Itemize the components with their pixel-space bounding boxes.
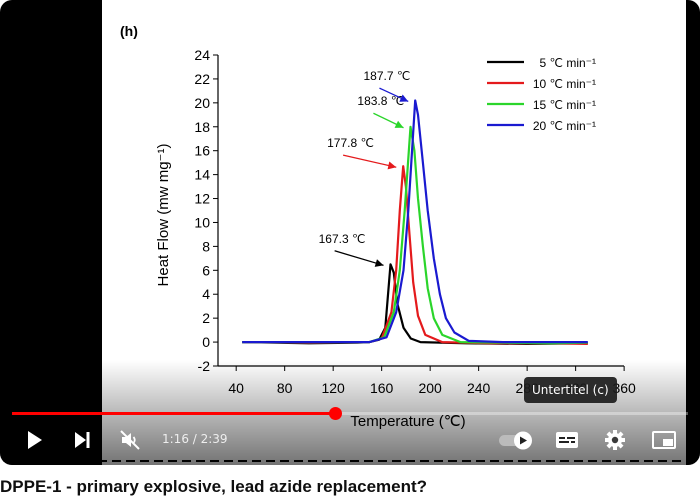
peak-annotation-arrow — [342, 154, 397, 168]
chart-legend: 5 ℃ min⁻¹ 10 ℃ min⁻¹ 15 ℃ min⁻¹ 20 ℃ min⁻¹ — [487, 56, 596, 133]
play-button[interactable] — [16, 424, 52, 456]
miniplayer-button[interactable] — [646, 424, 682, 456]
next-icon — [75, 432, 90, 448]
play-icon — [28, 431, 42, 449]
y-tick-label: 8 — [202, 238, 210, 254]
peak-annotation-label: 183.8 ℃ — [357, 94, 404, 108]
y-tick-label: 12 — [194, 191, 210, 207]
settings-button[interactable] — [598, 424, 632, 456]
peak-annotation-label: 167.3 ℃ — [319, 232, 366, 246]
x-axis-label: Temperature (℃) — [350, 413, 465, 430]
y-tick-label: 16 — [194, 143, 210, 159]
progress-scrubber[interactable] — [329, 407, 343, 420]
gear-icon — [605, 430, 625, 450]
x-tick-label: 160 — [370, 380, 394, 396]
x-tick-label: 120 — [321, 380, 345, 396]
legend-label: 5 ℃ min⁻¹ — [540, 56, 596, 70]
y-tick-label: 20 — [194, 95, 210, 111]
panel-label: (h) — [120, 23, 138, 39]
y-tick-label: 24 — [194, 47, 210, 63]
video-player[interactable]: (h) -2 0 2 4 6 8 10 12 14 16 18 20 22 24 40 80 120 160 200… — [0, 0, 700, 465]
subtitles-button[interactable] — [550, 426, 584, 454]
peak-annotation-arrow — [334, 250, 384, 266]
progress-played — [12, 412, 336, 415]
y-tick-label: 0 — [202, 334, 210, 350]
peak-annotation-arrowhead — [394, 120, 404, 128]
frame-bottom-dashed-border — [0, 460, 700, 462]
y-tick-label: 18 — [194, 119, 210, 135]
volume-muted-icon — [120, 430, 140, 450]
x-tick-label: 80 — [277, 380, 293, 396]
video-title[interactable]: DPPE-1 - primary explosive, lead azide r… — [0, 477, 428, 496]
peak-annotation-arrowhead — [374, 259, 384, 267]
series-line-4 — [242, 99, 588, 344]
subtitles-icon — [556, 432, 578, 448]
autoplay-toggle-icon — [499, 431, 532, 450]
y-tick-label: 2 — [202, 310, 210, 326]
y-tick-label: 6 — [202, 262, 210, 278]
next-button[interactable] — [64, 424, 100, 456]
x-tick-label: 200 — [418, 380, 442, 396]
autoplay-toggle[interactable] — [498, 428, 536, 452]
miniplayer-icon — [652, 431, 676, 449]
frame-left-dashed-border — [100, 0, 102, 465]
y-tick-label: 10 — [194, 214, 210, 230]
y-tick-label: 14 — [194, 167, 210, 183]
x-tick-label: 240 — [467, 380, 491, 396]
y-tick-label: 22 — [194, 71, 210, 87]
peak-annotation-label: 177.8 ℃ — [327, 136, 374, 150]
frame-right-dashed-border — [686, 0, 688, 465]
peak-annotation-arrowhead — [387, 161, 397, 170]
legend-label: 20 ℃ min⁻¹ — [533, 119, 596, 133]
legend-label: 15 ℃ min⁻¹ — [533, 98, 596, 112]
y-tick-label: 4 — [202, 286, 210, 302]
progress-bar[interactable] — [12, 407, 688, 420]
legend-label: 10 ℃ min⁻¹ — [533, 77, 596, 91]
chart-annotations: 167.3 ℃ 177.8 ℃ 183.8 ℃ 187.7 ℃ — [319, 69, 410, 267]
mute-button[interactable] — [112, 424, 148, 456]
x-tick-label: 40 — [228, 380, 244, 396]
y-tick-label: -2 — [198, 358, 211, 374]
y-axis-label: Heat Flow (mw mg⁻¹) — [155, 144, 172, 287]
peak-annotation-arrowhead — [399, 94, 409, 102]
tooltip: Untertitel (c) — [524, 377, 617, 403]
chart-series — [242, 99, 588, 345]
time-display: 1:16 / 2:39 — [162, 432, 228, 446]
peak-annotation-label: 187.7 ℃ — [363, 69, 410, 83]
